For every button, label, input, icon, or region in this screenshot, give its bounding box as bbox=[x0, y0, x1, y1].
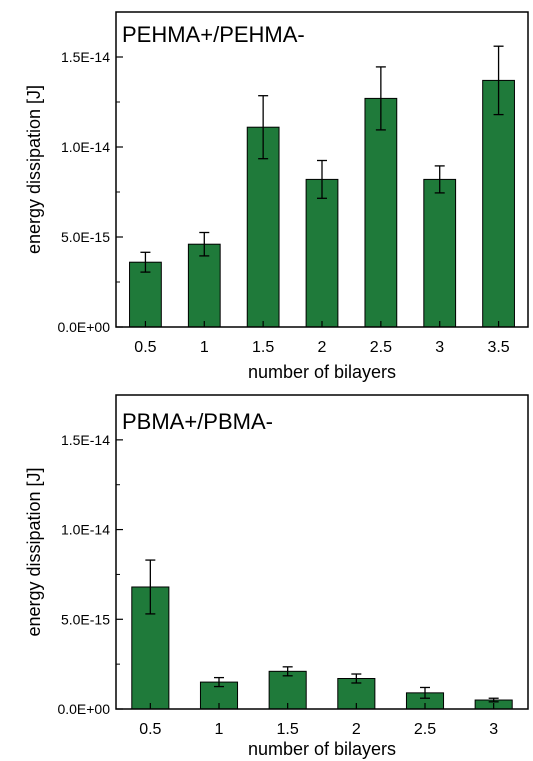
error-bar-2 bbox=[317, 159, 327, 199]
x-tick-label: 1.5 bbox=[277, 721, 299, 738]
plot-frame bbox=[115, 394, 529, 710]
x-tick-label: 1.5 bbox=[252, 339, 274, 356]
y-tick-label: 0.0E+00 bbox=[57, 319, 110, 335]
chart-panel-2: 0.0E+00 5.0E-15 1.0E-14 1.5E-14 0.5 1 1.5 2 2.5 3… bbox=[24, 394, 529, 759]
x-tick-label: 2 bbox=[318, 339, 327, 356]
y-tick-label: 1.0E-14 bbox=[61, 139, 110, 155]
bar-2.5 bbox=[364, 97, 398, 328]
bar-0.5 bbox=[129, 261, 162, 328]
error-bar-2.5 bbox=[420, 686, 430, 699]
x-tick-label: 3 bbox=[489, 721, 498, 738]
x-tick-label: 3.5 bbox=[487, 339, 509, 356]
x-tick-label: 0.5 bbox=[139, 721, 161, 738]
error-bar-3.5 bbox=[493, 45, 504, 116]
chart-title: PBMA+/PBMA- bbox=[122, 409, 273, 434]
error-bar-1.5 bbox=[258, 95, 269, 160]
x-tick-label: 2.5 bbox=[414, 721, 436, 738]
x-tick-label: 2 bbox=[352, 721, 361, 738]
y-tick-label: 0.0E+00 bbox=[57, 701, 110, 717]
x-tick-label: 3 bbox=[435, 339, 444, 356]
error-bar-1.5 bbox=[282, 666, 293, 677]
error-bar-0.5 bbox=[140, 251, 151, 273]
error-bar-2.5 bbox=[375, 66, 386, 131]
y-axis-label: energy dissipation [J] bbox=[24, 85, 44, 254]
error-bar-3 bbox=[434, 165, 445, 194]
y-tick-label: 1.0E-14 bbox=[61, 522, 110, 538]
bar-1.5 bbox=[246, 126, 280, 328]
x-axis-label: number of bilayers bbox=[248, 362, 396, 382]
error-bar-2 bbox=[351, 673, 362, 684]
error-bar-3 bbox=[488, 697, 499, 703]
x-tick-label: 1 bbox=[200, 339, 209, 356]
y-tick-label: 1.5E-14 bbox=[61, 49, 110, 65]
error-bar-0.5 bbox=[145, 559, 156, 615]
x-tick-label: 2.5 bbox=[370, 339, 392, 356]
y-tick-label: 5.0E-15 bbox=[61, 611, 110, 627]
bar-3.5 bbox=[482, 79, 515, 328]
bar-1.5 bbox=[268, 670, 307, 710]
y-axis-label: energy dissipation [J] bbox=[24, 467, 44, 636]
bar-1 bbox=[187, 243, 221, 328]
error-bar-1 bbox=[214, 676, 224, 688]
chart-title: PEHMA+/PEHMA- bbox=[122, 22, 305, 47]
bar-3 bbox=[423, 178, 457, 328]
x-tick-label: 1 bbox=[215, 721, 224, 738]
chart-panel-1: 0.0E+00 5.0E-15 1.0E-14 1.5E-14 0.5 1 1.5 2 2.5 3… bbox=[24, 11, 529, 382]
error-bar-1 bbox=[199, 231, 210, 257]
y-tick-label: 1.5E-14 bbox=[61, 432, 110, 448]
bar-2 bbox=[305, 178, 339, 328]
x-tick-label: 0.5 bbox=[134, 339, 156, 356]
x-axis-label: number of bilayers bbox=[248, 739, 396, 759]
y-tick-label: 5.0E-15 bbox=[61, 229, 110, 245]
